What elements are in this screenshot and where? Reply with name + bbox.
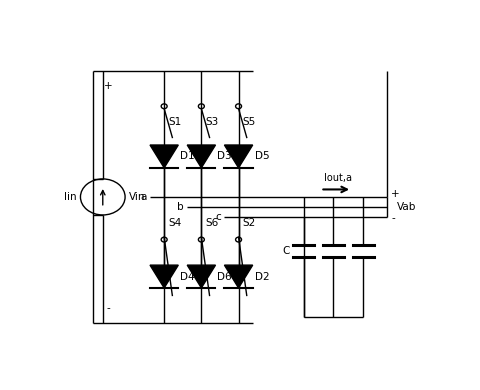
- Polygon shape: [225, 265, 252, 288]
- Text: -: -: [107, 303, 110, 313]
- Text: Iin: Iin: [64, 192, 77, 202]
- Text: S1: S1: [168, 117, 181, 128]
- Text: S5: S5: [242, 117, 255, 128]
- Text: D1: D1: [180, 151, 195, 161]
- Text: D4: D4: [180, 271, 195, 282]
- Polygon shape: [187, 265, 216, 288]
- Text: S2: S2: [242, 218, 255, 229]
- Text: a: a: [140, 192, 146, 202]
- Text: D2: D2: [254, 271, 269, 282]
- Text: D3: D3: [217, 151, 232, 161]
- Polygon shape: [225, 145, 252, 168]
- Polygon shape: [187, 145, 216, 168]
- Text: Vin: Vin: [129, 192, 145, 202]
- Text: +: +: [391, 189, 400, 199]
- Polygon shape: [150, 145, 178, 168]
- Text: C: C: [282, 246, 289, 256]
- Text: Iout,a: Iout,a: [324, 173, 352, 183]
- Text: Vab: Vab: [396, 202, 416, 212]
- Text: -: -: [391, 214, 395, 223]
- Text: D6: D6: [217, 271, 232, 282]
- Text: b: b: [177, 202, 183, 213]
- Text: S6: S6: [205, 218, 218, 229]
- Text: c: c: [215, 212, 221, 222]
- Text: +: +: [104, 81, 113, 91]
- Polygon shape: [150, 265, 178, 288]
- Text: D5: D5: [254, 151, 269, 161]
- Text: S3: S3: [205, 117, 218, 128]
- Text: S4: S4: [168, 218, 181, 229]
